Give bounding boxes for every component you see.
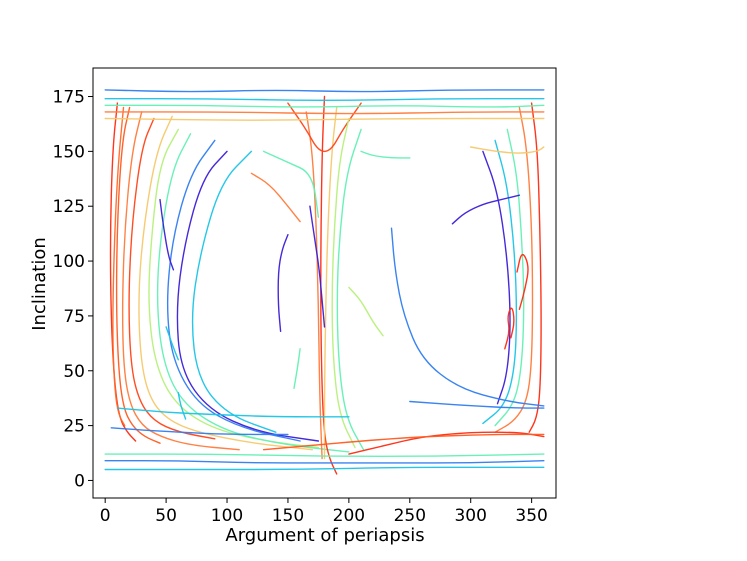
series-line-24	[390, 227, 545, 407]
x-tick-label-250: 250	[394, 506, 426, 526]
y-tick-label-175: 175	[53, 88, 85, 108]
series-line-38	[262, 150, 320, 218]
series-line-30	[104, 453, 545, 457]
series-line-5	[112, 106, 126, 427]
series-line-11	[320, 95, 338, 475]
y-axis-label: Inclination	[29, 237, 50, 331]
y-tick-label-150: 150	[53, 142, 85, 162]
series-line-7	[156, 133, 350, 453]
series-line-3	[128, 117, 216, 440]
x-axis-ticks: 0 50 100 150 200 250 300 350	[100, 498, 548, 526]
y-tick-label-100: 100	[53, 252, 85, 272]
series-line-32	[104, 97, 545, 102]
x-tick-label-200: 200	[333, 506, 365, 526]
x-tick-label-150: 150	[272, 506, 304, 526]
series-line-8	[166, 139, 301, 442]
y-tick-label-25: 25	[63, 417, 85, 437]
series-line-22	[482, 139, 518, 425]
x-tick-label-0: 0	[100, 506, 111, 526]
series-line-29	[104, 466, 545, 471]
series-line-31	[104, 89, 545, 93]
series-line-44	[293, 348, 301, 389]
series-line-16	[336, 128, 365, 451]
y-tick-label-50: 50	[63, 362, 85, 382]
series-line-21	[494, 128, 525, 427]
series-line-33	[104, 104, 545, 108]
series-line-6	[148, 128, 320, 449]
series-line-17	[277, 234, 289, 332]
x-tick-label-350: 350	[515, 506, 547, 526]
x-tick-label-100: 100	[211, 506, 243, 526]
series-line-48	[470, 146, 545, 154]
y-axis-ticks: 0 25 50 75 100 125 150 175	[53, 88, 93, 491]
x-tick-label-50: 50	[155, 506, 177, 526]
plot-frame	[92, 67, 557, 499]
series-line-0	[109, 102, 137, 442]
x-tick-label-300: 300	[454, 506, 486, 526]
series-line-34	[104, 111, 545, 115]
series-line-23	[482, 150, 511, 405]
series-line-14	[287, 102, 362, 153]
series-line-9	[176, 150, 320, 442]
series-line-37	[516, 253, 529, 310]
series-line-39	[250, 172, 301, 223]
series-line-43	[360, 150, 411, 159]
series-line-15	[331, 117, 356, 449]
series-line-2	[121, 111, 240, 451]
series-line-25	[451, 194, 521, 225]
series-line-36	[504, 307, 515, 350]
series-line-20	[494, 106, 534, 433]
series-line-42	[348, 286, 384, 337]
series-line-28	[104, 459, 545, 464]
series-line-49	[159, 198, 175, 271]
series-line-45	[409, 400, 545, 409]
series-line-46	[116, 407, 350, 418]
series-line-18	[309, 205, 326, 328]
series-line-4	[138, 115, 313, 451]
series-line-27	[262, 433, 545, 451]
series-line-12	[305, 111, 323, 460]
series-layer	[104, 89, 545, 475]
series-line-13	[323, 106, 338, 460]
y-tick-label-0: 0	[74, 471, 85, 491]
series-line-40	[165, 326, 179, 361]
series-line-41	[177, 392, 187, 420]
series-line-10	[191, 150, 277, 433]
x-axis-label: Argument of periapsis	[225, 525, 424, 546]
series-line-35	[104, 117, 545, 121]
y-tick-label-125: 125	[53, 197, 85, 217]
y-tick-label-75: 75	[63, 307, 85, 327]
series-line-47	[110, 427, 289, 436]
series-line-1	[115, 106, 161, 444]
